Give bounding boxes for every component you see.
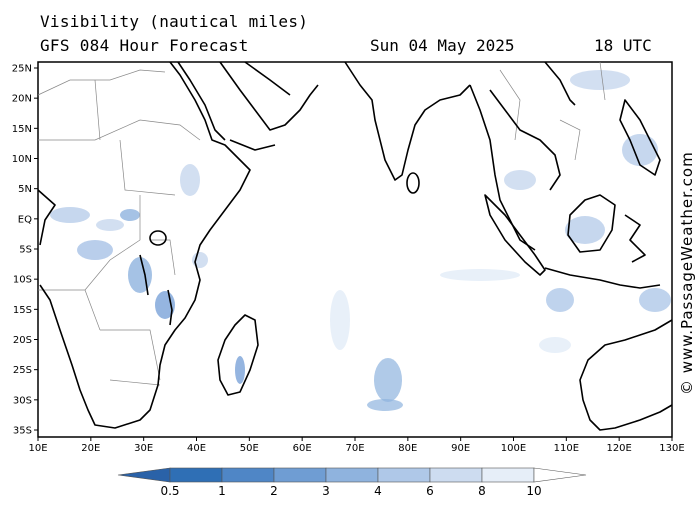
y-tick-label: 20S (13, 335, 32, 346)
lake-victoria (149, 230, 167, 246)
low-vis-patch (77, 240, 113, 260)
indochina-coast (469, 61, 576, 251)
y-tick-label: 25N (12, 64, 32, 75)
map-frame (37, 61, 673, 438)
australia-coast (579, 319, 673, 431)
visibility-shading (50, 70, 671, 411)
colorbar-label: 3 (322, 484, 330, 498)
forecast-subtitle: GFS 084 Hour Forecast (40, 36, 249, 55)
low-vis-patch (565, 216, 605, 244)
arabia-coast (177, 61, 319, 151)
y-tick-label: 15N (12, 124, 32, 135)
colorbar-swatch (169, 467, 223, 483)
colorbar-swatch (429, 467, 483, 483)
credit-watermark: © www.PassageWeather.com (678, 151, 698, 415)
colorbar-extend-low (117, 467, 171, 483)
colorbar-label: 1 (218, 484, 226, 498)
low-vis-patch (622, 134, 658, 166)
y-tick-label: 25S (13, 365, 32, 376)
x-tick-label: 120E (606, 443, 631, 454)
colorbar-swatch (481, 467, 535, 483)
colorbar-extend-high (533, 467, 587, 483)
y-tick-label: 30S (13, 395, 32, 406)
x-tick-label: 90E (451, 443, 470, 454)
colorbar-label: 6 (426, 484, 434, 498)
low-vis-patch (374, 358, 402, 402)
colorbar-label: 10 (526, 484, 541, 498)
x-tick-label: 110E (554, 443, 579, 454)
low-vis-patch (330, 290, 350, 350)
lake-malawi (167, 289, 173, 326)
colorbar: 0.5 1 2 3 4 6 8 10 (117, 467, 587, 498)
low-vis-patch (546, 288, 574, 312)
colorbar-label: 4 (374, 484, 382, 498)
sri-lanka (406, 172, 420, 194)
x-tick-label: 20E (81, 443, 100, 454)
x-tick-label: 30E (134, 443, 153, 454)
x-tick-label: 40E (187, 443, 206, 454)
low-vis-patch (50, 207, 90, 223)
colorbar-label: 0.5 (160, 484, 179, 498)
coastlines (37, 61, 673, 431)
low-vis-patch (440, 269, 520, 281)
y-tick-label: 35S (13, 426, 32, 437)
x-tick-label: 60E (293, 443, 312, 454)
y-tick-label: 15S (13, 305, 32, 316)
forecast-time: 18 UTC (594, 36, 652, 55)
colorbar-swatch (325, 467, 379, 483)
x-tick-label: 70E (345, 443, 364, 454)
colorbar-swatch (377, 467, 431, 483)
x-tick-label: 130E (659, 443, 684, 454)
java-coast (544, 267, 661, 289)
colorbar-swatch (273, 467, 327, 483)
lake-tanganyika (139, 254, 149, 296)
map-title: Visibility (nautical miles) (40, 12, 309, 31)
low-vis-patch (120, 209, 140, 221)
y-tick-label: 10N (12, 154, 32, 165)
y-tick-label: 5N (18, 184, 32, 195)
philippines-coast (619, 99, 661, 176)
sumatra-coast (484, 194, 546, 276)
x-tick-label: 10E (28, 443, 47, 454)
low-vis-patch (367, 399, 403, 411)
low-vis-patch (570, 70, 630, 90)
country-borders (37, 61, 606, 386)
low-vis-patch (639, 288, 671, 312)
low-vis-patch (539, 337, 571, 353)
madagascar-coast (217, 314, 259, 396)
y-tick-label: 10S (13, 275, 32, 286)
x-tick-label: 100E (501, 443, 526, 454)
low-vis-patch (128, 257, 152, 293)
colorbar-swatch (221, 467, 275, 483)
low-vis-patch (235, 356, 245, 384)
credit-text: © www.PassageWeather.com (678, 151, 696, 395)
colorbar-label: 8 (478, 484, 486, 498)
y-axis: 25N 20N 15N 10N 5N EQ 5S 10S 15S 20S 25S 30S 35S (12, 64, 38, 437)
borneo-coast (567, 194, 616, 253)
forecast-date: Sun 04 May 2025 (370, 36, 515, 55)
low-vis-patch (504, 170, 536, 190)
low-vis-patch (96, 219, 124, 231)
india-coast (344, 61, 471, 181)
y-tick-label: EQ (18, 214, 32, 225)
y-tick-label: 20N (12, 94, 32, 105)
sulawesi-coast (624, 214, 646, 263)
low-vis-patch (180, 164, 200, 196)
africa-coast (37, 61, 251, 429)
colorbar-label: 2 (270, 484, 278, 498)
x-tick-label: 80E (398, 443, 417, 454)
y-tick-label: 5S (19, 245, 32, 256)
low-vis-patch (192, 252, 208, 268)
x-axis: 10E 20E 30E 40E 50E 60E 70E 80E 90E 100E 110E 120E 1… (28, 437, 685, 454)
x-tick-label: 50E (240, 443, 259, 454)
